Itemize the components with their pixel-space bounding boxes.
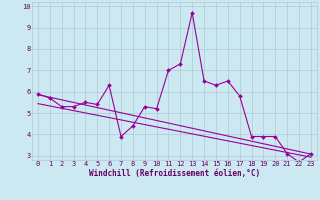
- X-axis label: Windchill (Refroidissement éolien,°C): Windchill (Refroidissement éolien,°C): [89, 169, 260, 178]
